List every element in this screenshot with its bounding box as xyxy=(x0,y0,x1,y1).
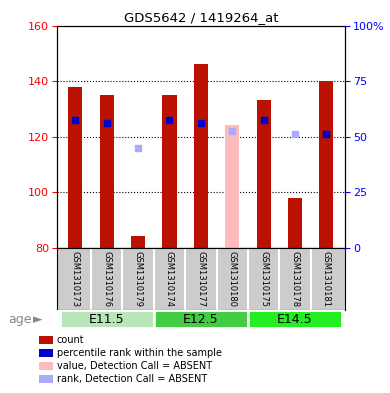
Bar xyxy=(248,310,342,328)
Text: E14.5: E14.5 xyxy=(277,313,313,326)
Text: GSM1310174: GSM1310174 xyxy=(165,251,174,307)
Bar xyxy=(162,95,177,248)
Bar xyxy=(288,198,302,248)
Text: E11.5: E11.5 xyxy=(89,313,124,326)
Title: GDS5642 / 1419264_at: GDS5642 / 1419264_at xyxy=(124,11,278,24)
Text: count: count xyxy=(57,335,84,345)
Text: value, Detection Call = ABSENT: value, Detection Call = ABSENT xyxy=(57,361,212,371)
Bar xyxy=(257,101,271,248)
Text: GSM1310177: GSM1310177 xyxy=(196,251,206,307)
Text: percentile rank within the sample: percentile rank within the sample xyxy=(57,348,222,358)
Text: E12.5: E12.5 xyxy=(183,313,219,326)
Bar xyxy=(68,86,82,248)
Bar xyxy=(60,310,154,328)
Bar xyxy=(194,64,208,248)
Bar xyxy=(225,125,239,248)
Text: GSM1310181: GSM1310181 xyxy=(322,251,331,307)
Text: GSM1310175: GSM1310175 xyxy=(259,251,268,307)
Text: GSM1310180: GSM1310180 xyxy=(228,251,237,307)
Text: rank, Detection Call = ABSENT: rank, Detection Call = ABSENT xyxy=(57,374,207,384)
Bar xyxy=(154,310,248,328)
Text: GSM1310173: GSM1310173 xyxy=(71,251,80,307)
Text: GSM1310179: GSM1310179 xyxy=(134,251,143,307)
Bar xyxy=(319,81,333,248)
Bar xyxy=(100,95,114,248)
Text: age: age xyxy=(8,313,31,326)
Bar xyxy=(131,237,145,248)
Text: GSM1310176: GSM1310176 xyxy=(102,251,111,307)
Text: GSM1310178: GSM1310178 xyxy=(291,251,300,307)
Text: ►: ► xyxy=(33,313,43,326)
